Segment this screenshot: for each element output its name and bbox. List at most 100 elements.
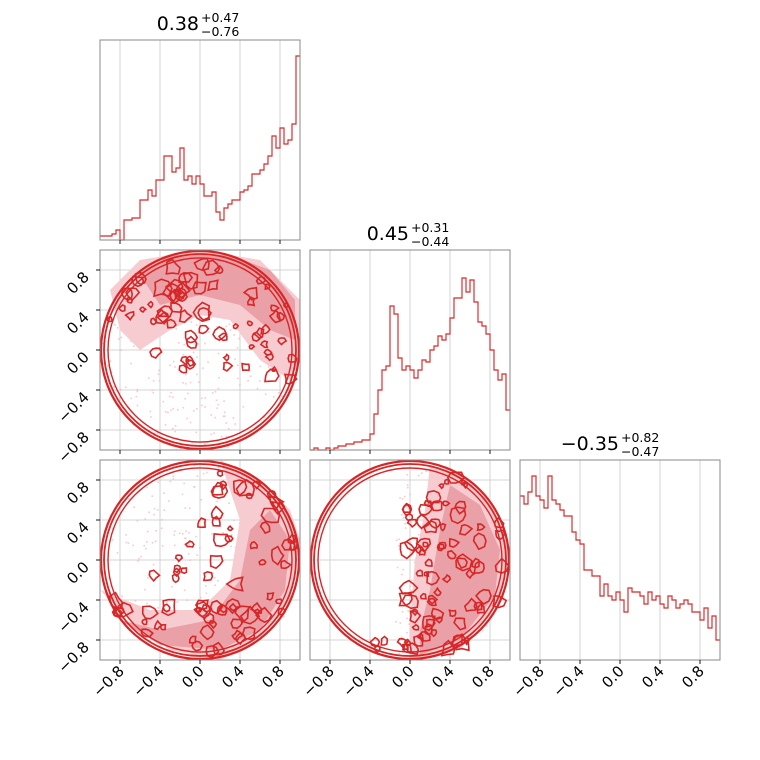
sample-point	[117, 327, 119, 329]
sample-point	[172, 407, 174, 410]
sample-point	[195, 535, 197, 538]
contour-island	[475, 588, 492, 605]
sample-point	[216, 407, 218, 409]
contour-island	[212, 641, 226, 656]
sample-point	[127, 542, 130, 544]
sample-point	[151, 389, 154, 392]
sample-point	[186, 599, 189, 601]
sample-point	[163, 509, 166, 511]
contour-island	[451, 633, 470, 652]
contour-island	[422, 541, 429, 548]
contour-island	[141, 618, 148, 626]
sample-point	[228, 323, 231, 325]
contour-island	[248, 344, 256, 350]
contour-island	[225, 576, 244, 592]
sample-point	[236, 364, 239, 367]
contour-island	[443, 478, 450, 485]
contour-island	[415, 513, 431, 530]
contour-island	[174, 554, 184, 563]
sample-point	[162, 400, 165, 403]
sample-point	[172, 427, 174, 430]
sample-point	[125, 534, 127, 536]
sample-point	[204, 585, 207, 587]
xticks-2d-p0-p1	[119, 450, 281, 454]
contour-island	[270, 545, 285, 566]
sample-point	[134, 600, 137, 602]
ytick-label: 0.8	[63, 268, 93, 298]
sample-point	[236, 346, 239, 349]
sample-point	[214, 390, 217, 393]
panel-hist-p2: −0.8 −0.4 0.0 0.4 0.8 −0.35 +0.82 −0.47	[509, 430, 721, 701]
contour-island	[242, 286, 259, 301]
sample-point	[205, 592, 208, 595]
sample-point	[210, 433, 213, 436]
contour-island	[106, 315, 113, 323]
sample-point	[400, 514, 403, 516]
contour-island	[224, 598, 242, 615]
contour-island	[427, 594, 439, 605]
sample-point	[182, 532, 184, 535]
contour-island	[403, 643, 412, 654]
sample-point	[120, 336, 123, 339]
sample-point	[121, 595, 123, 597]
sample-point	[189, 559, 191, 562]
contour-island	[266, 489, 277, 499]
sample-point	[446, 468, 449, 471]
sample-point	[264, 393, 267, 395]
sample-point	[165, 411, 167, 413]
sample-point	[149, 410, 152, 413]
contour-island	[198, 324, 210, 335]
contour-island	[448, 609, 457, 618]
contour-ring	[100, 250, 300, 450]
xtick-label: 0.8	[678, 662, 708, 692]
title-p1-median: 0.45	[367, 223, 409, 245]
contour-island	[398, 579, 419, 595]
sample-point	[202, 367, 204, 369]
contour-island	[458, 523, 474, 536]
sample-point	[118, 337, 120, 340]
sample-point	[187, 553, 190, 555]
sample-point	[217, 466, 220, 469]
sample-point	[147, 530, 149, 533]
sample-point	[148, 511, 150, 514]
xtick-label: 0.4	[638, 662, 668, 692]
contour-island	[178, 271, 194, 284]
contour-island	[476, 523, 486, 532]
contour-island	[232, 322, 240, 330]
contour-island	[117, 304, 126, 313]
sample-point	[406, 505, 408, 508]
sample-point	[217, 352, 220, 355]
sample-point	[157, 481, 159, 484]
contour-island	[149, 347, 163, 359]
contour-island	[239, 605, 261, 625]
contour-island	[406, 518, 418, 529]
contour-island	[259, 521, 271, 535]
sample-point	[135, 395, 138, 398]
contour-island	[170, 302, 183, 314]
contour-ring	[100, 460, 300, 660]
sample-point	[157, 509, 159, 511]
contour-island	[108, 591, 124, 610]
sample-point	[172, 475, 175, 478]
sample-point	[259, 365, 262, 368]
sample-point	[197, 342, 199, 345]
sample-point	[167, 411, 169, 414]
sample-point	[204, 397, 207, 399]
xticks-2d-p1-p2: −0.8 −0.4 0.0 0.4 0.8	[299, 660, 498, 701]
sample-point	[401, 603, 404, 605]
contour-island	[193, 257, 210, 272]
sample-point	[200, 498, 203, 501]
sample-point	[288, 389, 290, 392]
contour-island	[440, 639, 456, 657]
sample-point	[175, 328, 177, 330]
sample-point	[409, 541, 412, 543]
sample-point	[183, 589, 186, 592]
sample-point	[133, 506, 135, 509]
xticks-hist-p1	[329, 450, 491, 454]
contour-island	[430, 607, 445, 620]
sample-point	[146, 540, 148, 543]
xtick-label: −0.8	[509, 662, 547, 700]
sample-point	[125, 541, 128, 544]
contour-island	[146, 300, 154, 309]
sample-point	[207, 361, 209, 363]
